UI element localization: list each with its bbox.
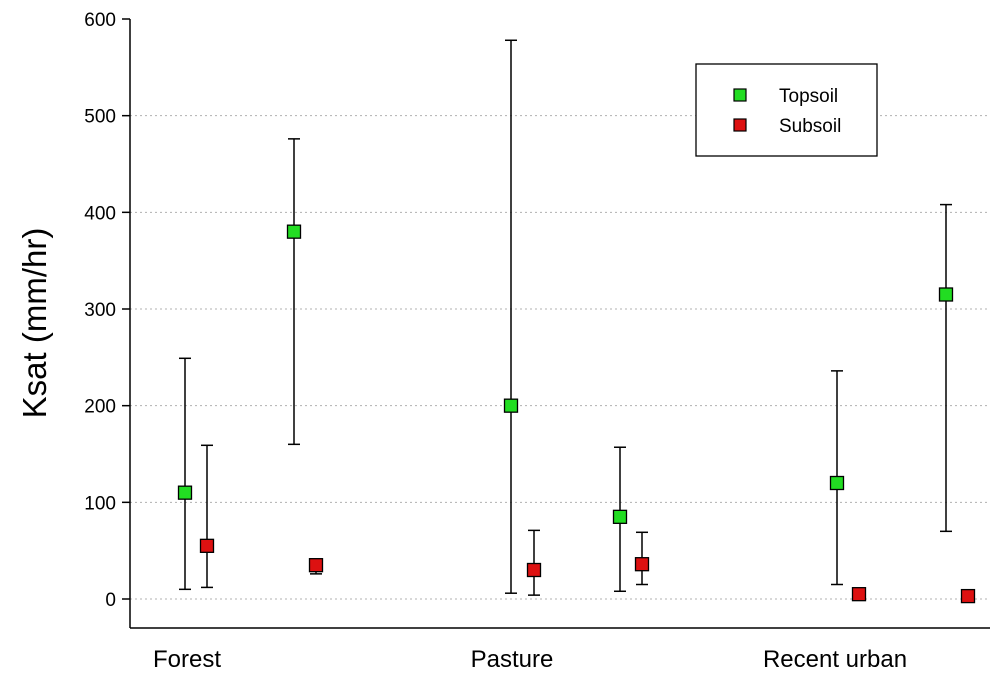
series-0-point-5-marker: [938, 287, 954, 302]
series-0-point-3-marker: [612, 509, 628, 524]
series-0-point-0-marker: [177, 485, 193, 500]
series-0-point-4-marker: [829, 475, 845, 491]
category-label-0: Forest: [153, 646, 221, 673]
category-label-1: Pasture: [471, 646, 554, 673]
series-1-point-5-marker: [960, 588, 976, 604]
category-labels: Forest Pasture Recent urban: [153, 646, 907, 673]
legend-box: [695, 63, 878, 157]
y-tick-label-1: 100: [84, 493, 116, 514]
y-tick-label-3: 300: [84, 300, 116, 321]
legend-swatch-1: [733, 118, 747, 132]
series-1-point-1-marker: [308, 558, 324, 573]
y-tick-label-0: 0: [105, 590, 116, 611]
data-marks: [177, 39, 976, 604]
series-1-point-0-marker: [199, 538, 215, 553]
y-ticks: 0 100 200 300 400 500 600: [84, 10, 130, 611]
series-1-point-4-marker: [851, 587, 867, 602]
legend-label-0: Topsoil: [779, 86, 838, 107]
y-tick-label-5: 500: [84, 107, 116, 128]
legend-swatch-0: [733, 88, 747, 102]
series-0-point-1-marker: [286, 224, 302, 239]
category-label-2: Recent urban: [763, 646, 907, 673]
gridlines: [130, 115, 990, 600]
y-axis-label: Ksat (mm/hr): [16, 228, 53, 419]
series-1-point-2-marker: [526, 562, 542, 578]
y-tick-label-6: 600: [84, 10, 116, 31]
legend: Topsoil Subsoil: [695, 63, 878, 157]
y-tick-label-2: 200: [84, 397, 116, 418]
legend-label-1: Subsoil: [779, 116, 841, 137]
series-0-point-2-marker: [503, 398, 519, 413]
y-tick-label-4: 400: [84, 203, 116, 224]
series-1-point-3-marker: [634, 557, 650, 572]
axes: [129, 19, 990, 629]
